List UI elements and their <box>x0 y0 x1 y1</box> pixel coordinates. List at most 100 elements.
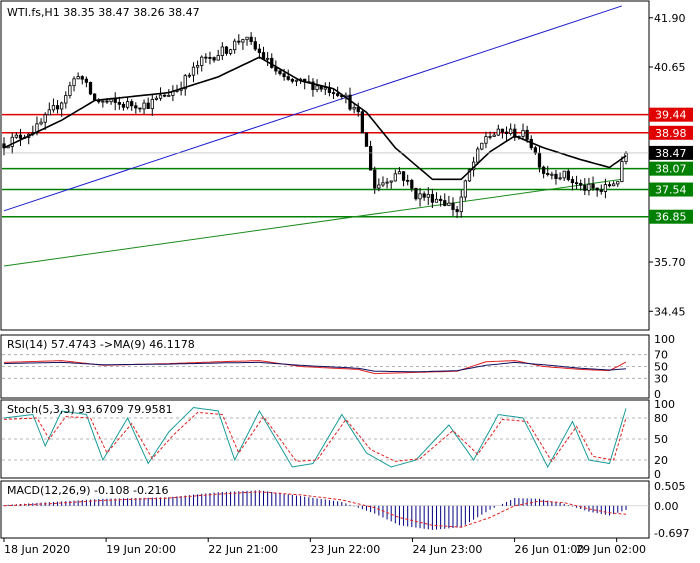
candle-body <box>183 75 187 90</box>
candle-body <box>245 36 249 41</box>
stoch-level-label: 0 <box>654 468 661 481</box>
candle <box>426 187 430 206</box>
candle <box>591 176 595 191</box>
candle <box>410 178 414 192</box>
candle <box>233 38 237 54</box>
candle-body <box>389 180 393 183</box>
candle-body <box>368 145 373 171</box>
macd-level-label: -0.697 <box>654 527 689 540</box>
candle-body <box>480 142 484 150</box>
candle <box>204 53 208 64</box>
candle <box>463 179 467 201</box>
candle-body <box>451 202 455 210</box>
candle-body <box>105 100 109 103</box>
candle-body <box>406 179 410 182</box>
candle <box>541 165 546 179</box>
candle <box>488 131 492 140</box>
candle <box>397 167 402 175</box>
candle-body <box>570 179 575 184</box>
candle <box>389 180 393 189</box>
candle <box>191 62 196 83</box>
candle-body <box>315 85 319 91</box>
candle-body <box>241 39 245 43</box>
candle-body <box>154 97 159 100</box>
candle-body <box>208 57 212 59</box>
candle <box>68 81 72 99</box>
candle <box>439 195 443 207</box>
candle <box>303 78 307 90</box>
candle <box>414 187 418 201</box>
candle-body <box>484 136 488 144</box>
price-tick-label: 41.90 <box>654 12 686 25</box>
candle <box>451 197 455 216</box>
candle-body <box>381 182 385 186</box>
candle <box>14 132 18 139</box>
candle <box>220 42 224 60</box>
candle-body <box>18 134 23 139</box>
candle <box>373 166 377 194</box>
current-price: 38.47 <box>649 145 693 160</box>
candle-body <box>14 134 18 138</box>
candle <box>142 99 146 115</box>
candle <box>266 52 270 66</box>
candle <box>88 81 93 96</box>
candle <box>138 107 142 113</box>
candle-body <box>455 209 459 213</box>
candle <box>352 104 356 114</box>
candle-body <box>587 183 591 191</box>
candle-body <box>430 194 435 203</box>
candle <box>587 177 591 196</box>
candle-body <box>261 52 266 60</box>
candle <box>434 192 439 203</box>
stoch-title: Stoch(5,3,3) 93.6709 79.9581 <box>7 403 173 416</box>
stoch-level-label: 20 <box>654 454 668 467</box>
candle-body <box>533 147 538 154</box>
candle <box>80 75 84 85</box>
candle-body <box>546 173 550 175</box>
candle-body <box>158 94 163 99</box>
stoch-main-line <box>3 406 627 469</box>
level-tags: 39.44 38.98 38.07 37.54 36.85 <box>4 107 693 224</box>
candle <box>237 34 241 45</box>
candle-body <box>249 36 253 43</box>
candle <box>76 72 80 80</box>
candle-body <box>92 93 97 101</box>
stoch-panel-frame <box>0 399 650 479</box>
candle <box>113 92 117 111</box>
horizontal-levels <box>2 113 649 218</box>
candle <box>603 178 608 199</box>
candle-body <box>51 105 56 111</box>
panel-frames <box>0 0 650 539</box>
candle <box>290 77 294 84</box>
candle-body <box>356 106 360 113</box>
candle <box>146 97 150 109</box>
candle-body <box>237 40 241 43</box>
time-tick-label: 22 Jun 21:00 <box>208 543 278 556</box>
candle <box>377 178 381 192</box>
candle-body <box>2 143 6 149</box>
candle <box>175 84 179 93</box>
candle-body <box>373 169 377 189</box>
candle-body <box>393 173 397 182</box>
candle-body <box>195 65 200 68</box>
candle <box>484 131 488 149</box>
resistance-tag-bg <box>649 125 693 140</box>
chart-title: WTI.fs,H1 38.35 38.47 38.26 38.47 <box>7 6 200 19</box>
candle <box>154 95 159 101</box>
candle-body <box>68 85 72 96</box>
candle-body <box>76 76 80 80</box>
candle <box>521 123 525 141</box>
candle-body <box>233 40 237 51</box>
candle <box>60 101 64 117</box>
candle-body <box>401 171 406 181</box>
candle <box>134 102 138 114</box>
candle <box>101 100 105 108</box>
candle-body <box>220 46 224 56</box>
candle <box>286 69 290 81</box>
candle <box>125 97 130 110</box>
candle <box>208 51 212 65</box>
resistance-tag: 38.98 <box>649 125 693 140</box>
candle <box>368 140 373 171</box>
candle <box>616 181 620 187</box>
